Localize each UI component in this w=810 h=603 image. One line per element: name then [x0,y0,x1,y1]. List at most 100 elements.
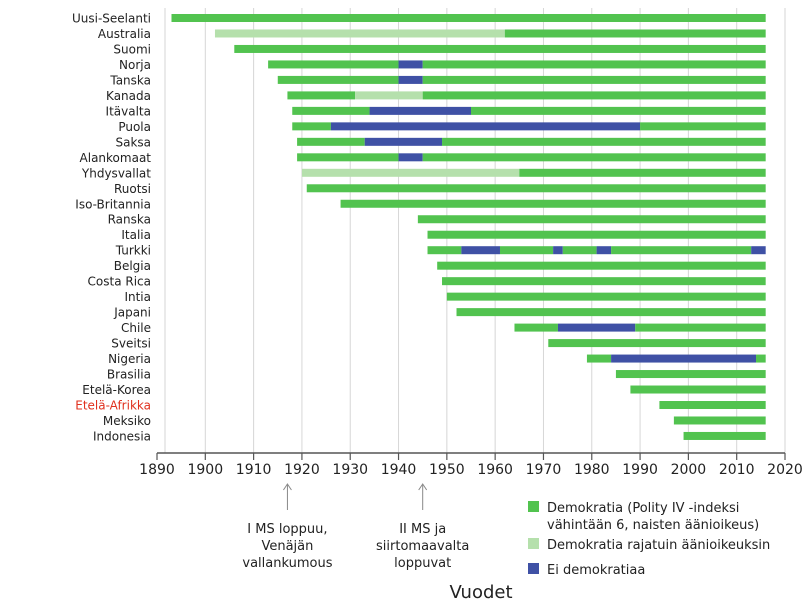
bar-segment-democracy [340,199,766,208]
bar-segment-democracy [287,91,356,100]
bar-segment-democracy [277,75,399,84]
arrow-head-icon [283,483,292,491]
country-label: Australia [98,27,151,41]
bar-segment-democracy [514,323,558,332]
x-tick-label: 1940 [381,462,417,478]
annotation-text: II MS ja [399,522,446,537]
bar-segment-democracy [427,230,766,239]
x-tick-label: 1980 [574,462,610,478]
x-axis: 1890 1900 1910 1920 1930 1940 1950 1960 1970 1980… [139,452,803,478]
country-label: Ruotsi [114,182,151,196]
bar-segment-democracy [442,277,766,286]
bar-segment-democracy [422,60,766,69]
x-tick-label: 1920 [284,462,320,478]
country-label: Japani [113,306,151,320]
bar-segment-democracy [292,106,370,115]
x-tick-label: 1960 [477,462,513,478]
bar-segment-democracy [562,246,597,255]
annotation-text: siirtomaavalta [376,539,469,554]
bar-segment-democracy [292,122,331,131]
bar-segment-limited [355,91,423,100]
country-label: Etelä-Afrikka [75,399,151,413]
bar-segment-none [751,246,766,255]
bar-segment-democracy [659,401,766,409]
annotation-text: loppuvat [394,556,451,571]
country-label: Saksa [115,135,151,149]
bar-segment-none [553,246,563,255]
bar-segment-none [398,75,423,84]
bar-segment-none [611,354,757,363]
x-tick-label: 1970 [526,462,562,478]
bar-segment-democracy [611,246,752,255]
x-tick-label: 1890 [139,462,175,478]
bar-segment-democracy [442,137,766,146]
bar-segment-none [364,137,443,146]
x-axis-label: Vuodet [449,582,512,603]
bar-segment-democracy [422,153,766,162]
bar-segment-democracy [437,261,766,270]
bar-segment-democracy [683,431,766,440]
bar-segment-democracy [586,354,612,363]
bar-segment-democracy [673,416,766,425]
bar-segment-none [398,153,423,162]
country-label: Norja [119,58,151,72]
annotation-text: vallankumous [242,556,332,571]
bar-segment-none [369,106,471,115]
x-tick-label: 1910 [236,462,272,478]
x-tick-label: 2000 [671,462,707,478]
bar-segment-limited [214,29,505,38]
country-label: Puola [118,120,151,134]
bar-segment-democracy [504,29,766,38]
bar-segment-democracy [519,168,766,177]
country-label: Sveitsi [111,337,151,351]
country-label: Yhdysvallat [81,166,151,180]
x-tick-label: 1930 [332,462,368,478]
bar-segment-none [596,246,612,255]
country-label: Intia [124,290,151,304]
bar-segment-democracy [548,339,766,348]
bar-segment-democracy [297,153,399,162]
bar-segment-democracy [640,122,766,131]
bar-segment-democracy [635,323,766,332]
country-label: Indonesia [93,429,151,443]
bar-segment-democracy [417,215,766,224]
country-label: Iso-Britannia [75,197,151,211]
bar-segment-democracy [422,91,766,100]
country-label: Suomi [113,42,151,56]
bar-segment-none [330,122,641,131]
x-tick-label: 1990 [622,462,658,478]
bar-segment-none [557,323,636,332]
country-label: Kanada [106,89,151,103]
bars [171,14,766,440]
bar-segment-democracy [306,184,766,193]
bar-segment-none [398,60,423,69]
country-label: Etelä-Korea [82,383,151,397]
bar-segment-limited [301,168,520,177]
country-label: Ranska [108,213,151,227]
legend-label: vähintään 6, naisten äänioikeus) [547,518,759,533]
x-tick-label: 1950 [429,462,465,478]
bar-segment-democracy [427,246,462,255]
legend-swatch-none [528,563,539,574]
bar-segment-democracy [615,370,766,379]
country-label: Tanska [109,73,151,87]
legend-label: Demokratia rajatuin äänioikeuksin [547,538,770,553]
bar-segment-democracy [422,75,766,84]
bar-segment-democracy [297,137,365,146]
bar-segment-none [461,246,500,255]
country-label: Alankomaat [80,151,152,165]
legend-label: Ei demokratiaa [547,563,645,578]
country-label: Turkki [115,244,151,258]
legend-swatch-democracy [528,501,539,512]
arrow-head-icon [418,483,428,491]
country-label: Belgia [114,259,151,273]
bar-segment-democracy [268,60,399,69]
annotation-text: I MS loppuu, [247,522,327,537]
country-label: Nigeria [108,352,151,366]
country-label: Meksiko [103,414,151,428]
country-label: Itävalta [106,104,151,118]
bar-segment-democracy [499,246,554,255]
country-label: Brasilia [107,368,151,382]
